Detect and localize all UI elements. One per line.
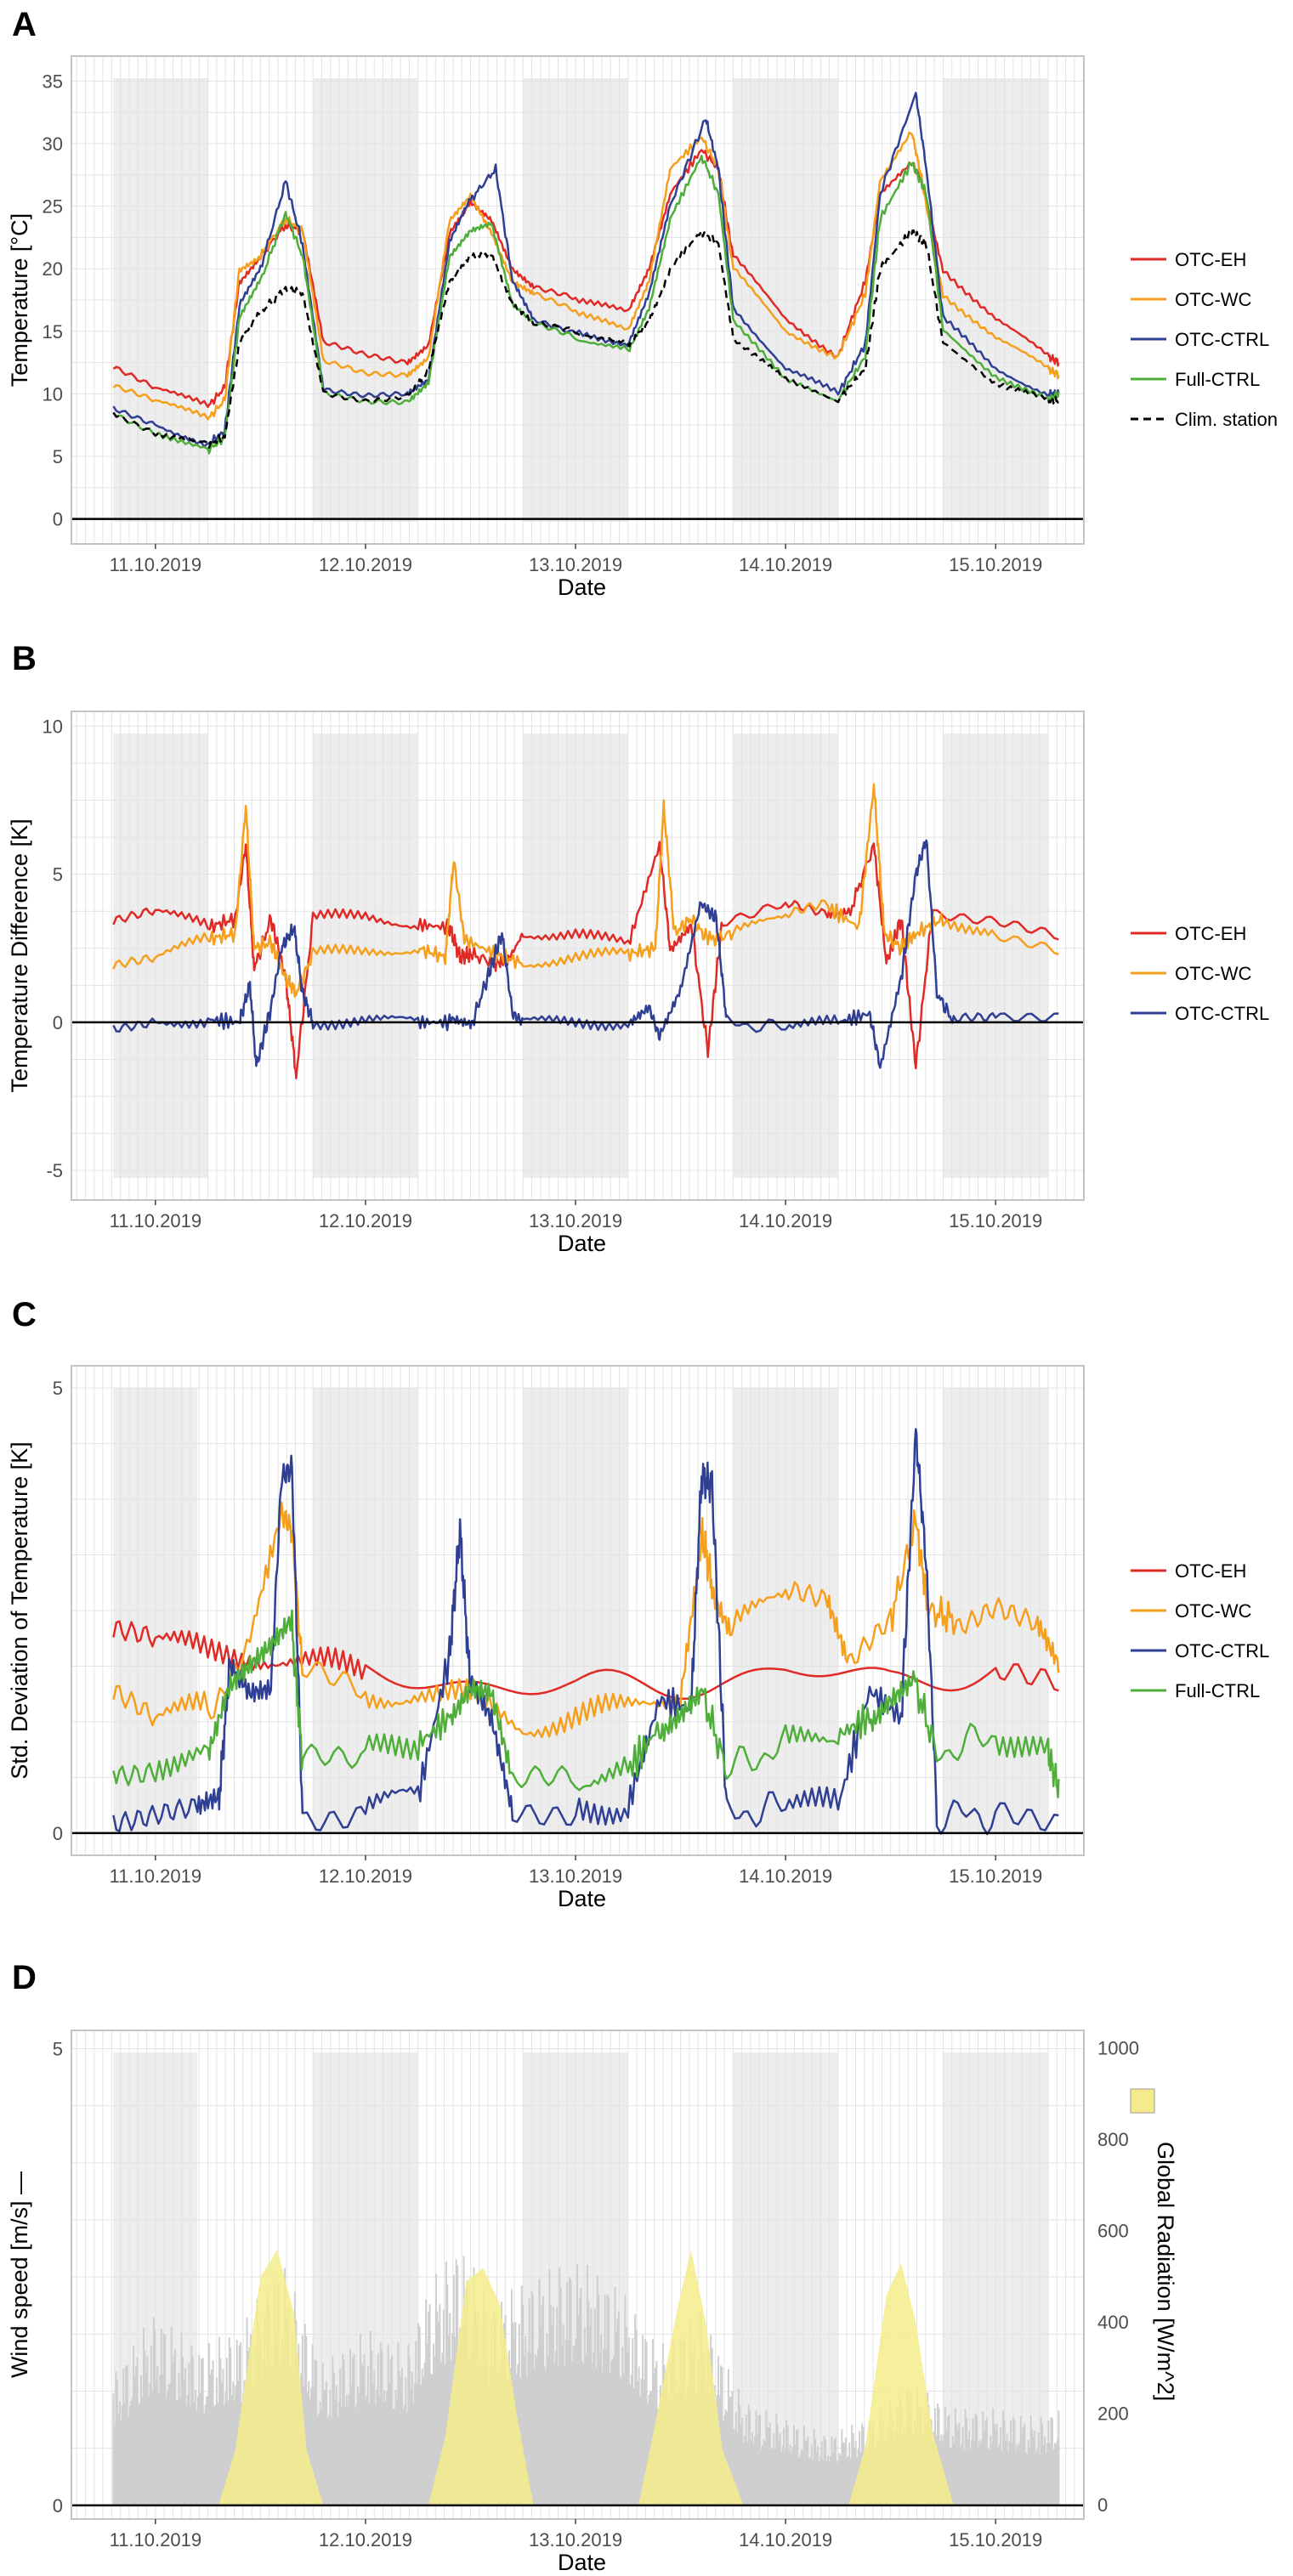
- y-tick-label: 0: [53, 509, 63, 530]
- y-tick-label: 35: [43, 71, 63, 92]
- y-tick-label: 10: [43, 716, 63, 737]
- x-axis-title: Date: [558, 2550, 606, 2575]
- x-tick-label: 12.10.2019: [319, 1865, 412, 1887]
- legend-swatch-radiation: [1130, 2088, 1155, 2114]
- x-tick-label: 11.10.2019: [110, 2529, 201, 2551]
- x-tick-label: 15.10.2019: [949, 2529, 1042, 2551]
- legend-label: OTC-WC: [1175, 1600, 1252, 1622]
- y-tick-label: 0: [53, 1012, 63, 1033]
- y-tick-label: 10: [43, 383, 63, 405]
- y-tick-label: 25: [43, 196, 63, 218]
- y2-tick-label: 800: [1097, 2129, 1129, 2150]
- plot-border: [71, 2030, 1085, 2520]
- y-axis-title: Std. Deviation of Temperature [K]: [7, 1441, 32, 1779]
- plot-border: [71, 55, 1085, 545]
- plot-border: [71, 711, 1085, 1201]
- y2-tick-label: 400: [1097, 2312, 1129, 2333]
- y-tick-label: 5: [53, 446, 63, 467]
- x-tick-label: 14.10.2019: [739, 554, 832, 575]
- legend-label: OTC-WC: [1175, 289, 1252, 310]
- y2-tick-label: 1000: [1097, 2037, 1139, 2058]
- panel-d: D 0 200 400 600 800 1000 Global Radiation [W/m^…: [7, 1959, 1178, 2575]
- x-tick-label: 15.10.2019: [949, 1210, 1042, 1231]
- y-tick-label: 5: [53, 864, 63, 886]
- series-line-full-ctrl: [112, 1609, 1060, 1798]
- series-line-otc-wc: [112, 783, 1059, 998]
- y-tick-label: 5: [53, 1378, 63, 1399]
- legend-label: Clim. station: [1175, 409, 1278, 430]
- x-tick-label: 15.10.2019: [949, 554, 1042, 575]
- x-tick-label: 13.10.2019: [529, 1210, 622, 1231]
- x-tick-label: 13.10.2019: [529, 1865, 622, 1887]
- panel-label: A: [12, 6, 37, 43]
- y-tick-label: -5: [46, 1160, 63, 1181]
- legend-label: OTC-CTRL: [1175, 329, 1269, 350]
- y-tick-label: 30: [43, 133, 63, 155]
- y-axis-title: Temperature Difference [K]: [7, 818, 32, 1092]
- x-tick-label: 12.10.2019: [319, 554, 412, 575]
- y-tick-label: 0: [53, 1823, 63, 1844]
- panel-b: B -5 0 5 10 11.10.2019 12.10.2019 13.10.2019 14.…: [7, 640, 1269, 1256]
- x-axis-title: Date: [558, 1886, 606, 1911]
- panel-label: C: [12, 1296, 37, 1333]
- radiation-area: [638, 2249, 744, 2505]
- y-tick-label: 5: [53, 2038, 63, 2059]
- radiation-area: [428, 2267, 534, 2505]
- legend-label: OTC-WC: [1175, 963, 1252, 984]
- y-axis-title: Temperature [°C]: [7, 213, 32, 387]
- series-line-clim-station: [112, 229, 1060, 449]
- series-line-otc-eh: [112, 841, 1059, 1079]
- panel-label: D: [12, 1959, 37, 1996]
- x-tick-label: 11.10.2019: [110, 554, 201, 575]
- y2-tick-label: 200: [1097, 2403, 1129, 2424]
- x-tick-label: 11.10.2019: [110, 1865, 201, 1887]
- series-line-otc-wc: [112, 131, 1060, 421]
- panel-label: B: [12, 640, 37, 677]
- legend-label: Full-CTRL: [1175, 1680, 1260, 1701]
- x-tick-label: 15.10.2019: [949, 1865, 1042, 1887]
- radiation-area: [848, 2263, 954, 2505]
- legend-label: OTC-EH: [1175, 923, 1246, 944]
- series-line-otc-eh: [112, 149, 1060, 409]
- x-axis-title: Date: [558, 575, 606, 600]
- panel-c: C 0 5 11.10.2019 12.10.2019 13.10.2019 14.10.2…: [7, 1296, 1269, 1911]
- y-tick-label: 0: [53, 2495, 63, 2517]
- x-tick-label: 12.10.2019: [319, 1210, 412, 1231]
- series-line-otc-ctrl: [112, 1428, 1059, 1836]
- x-tick-label: 12.10.2019: [319, 2529, 412, 2551]
- x-tick-label: 14.10.2019: [739, 2529, 832, 2551]
- y2-tick-label: 0: [1097, 2494, 1108, 2516]
- series-line-otc-ctrl: [112, 839, 1059, 1069]
- legend-label: OTC-CTRL: [1175, 1003, 1269, 1024]
- y-axis-title: Wind speed [m/s] —: [7, 2171, 32, 2378]
- y-tick-label: 20: [43, 258, 63, 280]
- legend-label: OTC-EH: [1175, 249, 1246, 270]
- series-line-full-ctrl: [112, 155, 1060, 455]
- y-tick-label: 15: [43, 321, 63, 343]
- x-tick-label: 11.10.2019: [110, 1210, 201, 1231]
- x-tick-label: 13.10.2019: [529, 2529, 622, 2551]
- legend-label: Full-CTRL: [1175, 369, 1260, 390]
- y2-axis-title: Global Radiation [W/m^2]: [1153, 2142, 1178, 2401]
- x-axis-title: Date: [558, 1231, 606, 1256]
- radiation-area: [218, 2249, 324, 2505]
- x-tick-label: 14.10.2019: [739, 1210, 832, 1231]
- panel-a: A 0 5 10 15 20 25 30 35 11.10.2019 12.10.2019 13.10…: [7, 6, 1278, 600]
- plot-border: [71, 1365, 1085, 1856]
- legend-label: OTC-EH: [1175, 1560, 1246, 1582]
- x-tick-label: 14.10.2019: [739, 1865, 832, 1887]
- x-tick-label: 13.10.2019: [529, 554, 622, 575]
- y2-tick-label: 600: [1097, 2220, 1129, 2241]
- legend-label: OTC-CTRL: [1175, 1640, 1269, 1662]
